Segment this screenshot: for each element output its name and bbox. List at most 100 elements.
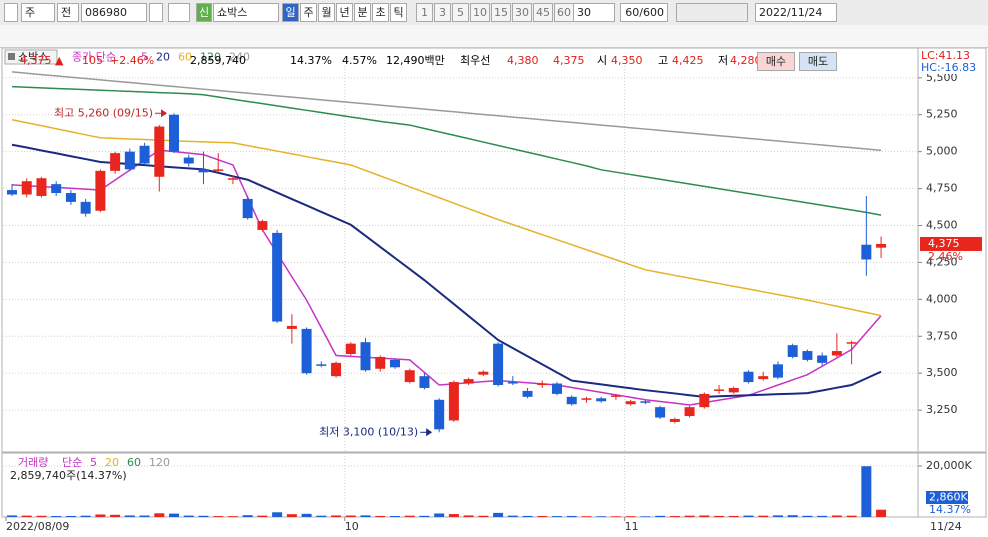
candle-body xyxy=(227,178,238,180)
volume-bar xyxy=(139,515,150,517)
annotation: 최고 5,260 (09/15) xyxy=(54,106,153,119)
sell-button[interactable]: 매도 xyxy=(799,52,837,71)
volume-bar xyxy=(95,514,106,517)
legend-label: 종가 단순 xyxy=(72,51,116,64)
interval-select[interactable]: 30 xyxy=(573,3,615,22)
candle-body xyxy=(772,364,783,378)
count-input[interactable]: 60/600 xyxy=(620,3,668,22)
candle-body xyxy=(110,153,121,171)
volume-bar xyxy=(772,515,783,517)
candle-body xyxy=(242,198,253,219)
volume-bar xyxy=(36,515,47,517)
candle-body xyxy=(139,145,150,164)
moving-average xyxy=(11,85,882,216)
volume-bar xyxy=(581,516,592,517)
volume-bar xyxy=(478,515,489,517)
ratio: 4.57% xyxy=(342,54,377,67)
legend-entry: 240 xyxy=(229,51,250,64)
volume-bar xyxy=(625,516,636,517)
candle-body xyxy=(478,371,489,375)
y-tick-label: 4,750 xyxy=(926,182,958,195)
candle-body xyxy=(493,343,504,386)
volume-bar xyxy=(21,515,32,517)
volume-bar xyxy=(242,515,253,517)
period-button[interactable]: 주 xyxy=(300,3,317,22)
search-button[interactable] xyxy=(149,3,163,22)
volume-bar xyxy=(846,515,857,517)
interval-button[interactable]: 15 xyxy=(491,3,511,22)
candle-body xyxy=(669,418,680,422)
volume-bar xyxy=(375,515,386,517)
legend-entry: 5 xyxy=(141,51,148,64)
volume-bar xyxy=(537,516,548,517)
amount: 12,490백만 xyxy=(386,54,445,67)
menu-icon[interactable] xyxy=(4,3,18,22)
period-button[interactable]: 초 xyxy=(372,3,389,22)
candle-body xyxy=(331,362,342,377)
credit-badge: 신 xyxy=(196,3,212,22)
sound-button[interactable] xyxy=(168,3,190,22)
period-button[interactable]: 년 xyxy=(336,3,353,22)
volume-bar xyxy=(640,516,651,517)
volume-bar xyxy=(552,516,563,517)
candle-body xyxy=(846,342,857,344)
candle-body xyxy=(758,376,769,380)
volume-title: 거래량 xyxy=(18,456,48,469)
last-price-box xyxy=(920,236,982,251)
volume-bar xyxy=(566,515,577,517)
date-input[interactable]: 2022/11/24 xyxy=(755,3,837,22)
volume-bar xyxy=(728,515,739,517)
volume-bar xyxy=(758,515,769,517)
legend-entry: 20 xyxy=(156,51,170,64)
scope-select[interactable]: 전 xyxy=(57,3,79,22)
y-tick-label: 4,250 xyxy=(926,255,958,268)
interval-button[interactable]: 10 xyxy=(470,3,490,22)
volume-bar xyxy=(316,515,327,517)
candle-body xyxy=(714,389,725,391)
x-tick-label: 10 xyxy=(345,520,359,533)
buy-button[interactable]: 매수 xyxy=(757,52,795,71)
best-label: 최우선 xyxy=(460,54,491,67)
interval-button[interactable]: 1 xyxy=(416,3,433,22)
period-button[interactable]: 일 xyxy=(282,3,299,22)
period-button[interactable]: 월 xyxy=(318,3,335,22)
candle-body xyxy=(183,157,194,164)
candle-body xyxy=(272,232,283,322)
volume-legend-label: 단순 xyxy=(62,456,82,469)
volume-bar xyxy=(861,466,872,517)
volume-bar xyxy=(7,515,17,517)
y-tick-label: 3,500 xyxy=(926,366,958,379)
annotation: 최저 3,100 (10/13) xyxy=(319,425,418,438)
volume-bar xyxy=(404,515,415,517)
chart-title: 쇼박스 xyxy=(18,51,48,64)
tool-icons[interactable] xyxy=(676,3,748,22)
volume-bar xyxy=(669,516,680,517)
candle-body xyxy=(787,345,798,357)
candle-body xyxy=(566,396,577,405)
candle-body xyxy=(684,407,695,417)
volume-bar xyxy=(610,516,621,517)
interval-button[interactable]: 3 xyxy=(434,3,451,22)
y-tick-label: 4,500 xyxy=(926,219,958,232)
last-change: 2.46% xyxy=(928,250,963,263)
market-select[interactable]: 주 xyxy=(21,3,55,22)
interval-button[interactable]: 30 xyxy=(512,3,532,22)
period-button[interactable]: 틱 xyxy=(390,3,407,22)
candle-body xyxy=(743,371,754,383)
candle-body xyxy=(640,401,651,403)
interval-button[interactable]: 45 xyxy=(533,3,553,22)
volume-bar xyxy=(463,515,474,517)
candle-body xyxy=(169,114,180,152)
interval-button[interactable]: 60 xyxy=(554,3,574,22)
code-input[interactable]: 086980 xyxy=(81,3,147,22)
legend-entry: 60 xyxy=(127,456,141,469)
candle-body xyxy=(124,151,135,170)
period-button[interactable]: 분 xyxy=(354,3,371,22)
volume-ratio: 14.37% xyxy=(929,503,971,516)
interval-button[interactable]: 5 xyxy=(452,3,469,22)
candle-body xyxy=(286,325,297,329)
candle-body xyxy=(95,170,106,211)
volume-bar xyxy=(154,513,165,517)
